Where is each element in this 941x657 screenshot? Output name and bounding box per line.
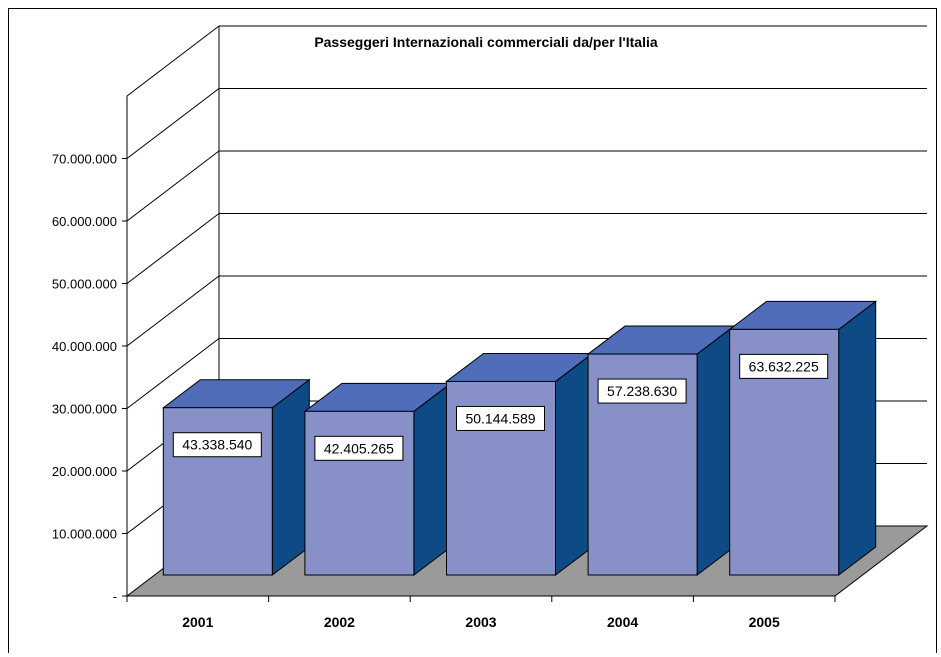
data-label-2004: 57.238.630 [597,378,687,404]
data-label: 50.144.589 [465,410,535,426]
chart-frame: Passeggeri Internazionali commerciali da… [8,8,937,653]
data-label-box [456,405,545,431]
y-tick-label: 60.000.000 [52,214,117,229]
data-label-box [739,353,829,379]
x-tick-label: 2002 [324,614,355,630]
bar-2002 [303,382,453,577]
data-label: 43.338.540 [182,437,252,453]
data-label: 57.238.630 [607,383,677,399]
side-gridline [126,88,220,159]
y-tick-label: 30.000.000 [52,402,117,417]
data-label-2003: 50.144.589 [456,405,545,431]
data-label: 63.632.225 [749,358,819,374]
y-tick-label: 50.000.000 [52,277,117,292]
data-label-2002: 42.405.265 [314,435,404,461]
axis-layer: - 10.000.000 20.000.000 30.000.000 40.000.00… [52,96,836,630]
side-gridline [126,338,220,409]
side-wall-top-edge [126,25,220,97]
bars-layer [161,300,878,577]
data-label-2005: 63.632.225 [739,353,829,379]
data-label-box [172,432,262,458]
y-tick-label: 70.000.000 [52,152,117,167]
y-tick-label: - [113,589,117,604]
side-gridline [126,213,220,284]
bar-side [696,325,735,577]
bar-2001 [161,378,311,577]
chart-title: Passeggeri Internazionali commerciali da… [314,34,658,50]
grid-layer [126,25,927,534]
x-tick-label: 2001 [182,614,213,630]
bar-side [413,382,452,577]
labels-layer: 43.338.540 42.405.265 50.144.589 57.238.630… [172,353,829,461]
data-label-box [597,378,687,404]
x-tick-label: 2004 [607,614,638,630]
data-label-box [314,435,404,461]
bar-2004 [586,325,736,577]
chart-svg: Passeggeri Internazionali commerciali da… [52,25,929,630]
side-gridline [126,275,220,347]
data-label: 42.405.265 [324,440,394,456]
side-gridline [126,150,220,222]
bar-2005 [728,300,878,577]
bar-side [271,378,310,577]
data-label-2001: 43.338.540 [172,432,262,458]
y-tick-label: 20.000.000 [52,464,117,479]
bar-side [838,300,877,577]
bar-2003 [445,352,594,577]
y-tick-label: 40.000.000 [52,339,117,354]
x-tick-label: 2003 [465,614,496,630]
x-tick-label: 2005 [749,614,780,630]
y-tick-label: 10.000.000 [52,527,117,542]
bar-side [555,352,593,577]
